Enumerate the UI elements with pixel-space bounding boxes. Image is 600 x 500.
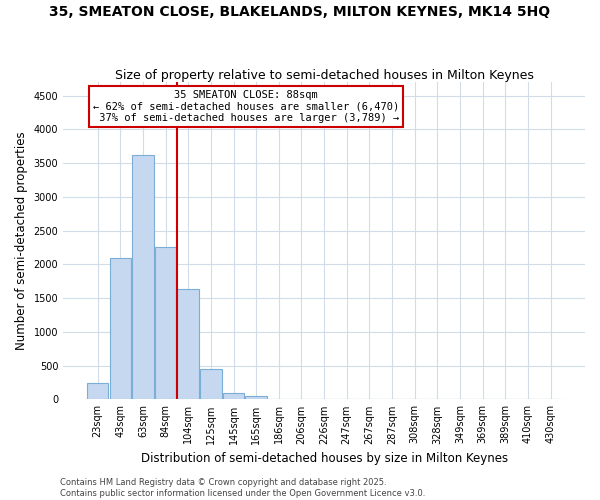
- Text: 35 SMEATON CLOSE: 88sqm
← 62% of semi-detached houses are smaller (6,470)
 37% o: 35 SMEATON CLOSE: 88sqm ← 62% of semi-de…: [92, 90, 399, 123]
- Bar: [155, 248, 176, 400]
- Bar: [132, 155, 154, 400]
- X-axis label: Distribution of semi-detached houses by size in Milton Keynes: Distribution of semi-detached houses by …: [140, 452, 508, 465]
- Bar: [178, 290, 199, 400]
- Y-axis label: Number of semi-detached properties: Number of semi-detached properties: [15, 132, 28, 350]
- Text: Contains HM Land Registry data © Crown copyright and database right 2025.
Contai: Contains HM Land Registry data © Crown c…: [60, 478, 425, 498]
- Bar: [110, 258, 131, 400]
- Bar: [245, 396, 267, 400]
- Bar: [223, 392, 244, 400]
- Bar: [87, 382, 109, 400]
- Text: 35, SMEATON CLOSE, BLAKELANDS, MILTON KEYNES, MK14 5HQ: 35, SMEATON CLOSE, BLAKELANDS, MILTON KE…: [49, 5, 551, 19]
- Bar: [200, 369, 221, 400]
- Title: Size of property relative to semi-detached houses in Milton Keynes: Size of property relative to semi-detach…: [115, 69, 533, 82]
